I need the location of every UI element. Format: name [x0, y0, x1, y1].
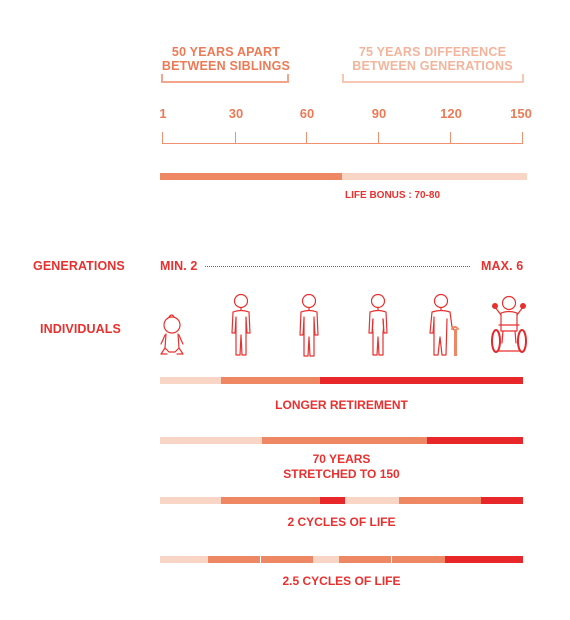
- scenario4-bar-7: [445, 556, 523, 563]
- generations-min: MIN. 2: [160, 259, 198, 273]
- generations-max: MAX. 6: [481, 259, 524, 273]
- baby-icon: [160, 314, 184, 355]
- scenario2-caption-line2: STRETCHED TO 150: [283, 467, 400, 481]
- scenario3-bar-6: [481, 497, 523, 504]
- scenario4-bar-6: [392, 556, 445, 563]
- scenario3-bar-4: [345, 497, 399, 504]
- tick-label-120: 120: [440, 106, 462, 121]
- generations-bracket-left: [342, 74, 344, 83]
- timeline-tick-150: [522, 132, 523, 144]
- scenario1-working-bar: [221, 377, 320, 384]
- elder-with-cane-icon: [429, 293, 459, 356]
- tick-label-30: 30: [228, 106, 244, 121]
- siblings-header: 50 YEARS APART BETWEEN SIBLINGS: [160, 45, 292, 73]
- generations-bracket-right: [522, 74, 524, 83]
- generations-label: GENERATIONS: [33, 259, 125, 273]
- tick-label-1: 1: [159, 106, 167, 121]
- tick-label-90: 90: [371, 106, 387, 121]
- scenario2-caption: 70 YEARS STRETCHED TO 150: [160, 452, 523, 482]
- scenario4-bar-1: [160, 556, 208, 563]
- scenario3-bar-1: [160, 497, 221, 504]
- scenario1-retirement-bar: [320, 377, 523, 384]
- timeline-tick-120: [450, 132, 451, 144]
- child-icon: [231, 293, 251, 356]
- scenario4-bar-3: [261, 556, 313, 563]
- scenario2-working-bar: [262, 437, 427, 444]
- wheelchair-elder-icon: [491, 295, 527, 353]
- siblings-bracket-left: [161, 74, 163, 83]
- generations-header-line1: 75 YEARS DIFFERENCE: [358, 45, 507, 59]
- scenario2-caption-line1: 70 YEARS: [312, 452, 371, 466]
- scenario4-bar-4: [313, 556, 339, 563]
- siblings-header-line1: 50 YEARS APART: [171, 45, 281, 59]
- scenario2-retirement-bar: [427, 437, 523, 444]
- scenario1-caption: LONGER RETIREMENT: [275, 398, 408, 412]
- scenario2-childhood-bar: [160, 437, 262, 444]
- timeline-tick-90: [378, 132, 379, 144]
- scenario3-caption: 2 CYCLES OF LIFE: [287, 515, 396, 529]
- siblings-bracket-right: [287, 74, 289, 83]
- scenario3-bar-2: [221, 497, 320, 504]
- timeline-axis: [162, 143, 523, 144]
- generations-bracket: [342, 81, 524, 83]
- life-bonus-label: LIFE BONUS : 70-80: [345, 190, 441, 201]
- siblings-bracket: [161, 81, 289, 83]
- tick-label-60: 60: [299, 106, 315, 121]
- generations-header-line2: BETWEEN GENERATIONS: [352, 59, 513, 73]
- scenario3-bar-5: [399, 497, 481, 504]
- generations-dotted-line: [205, 266, 470, 267]
- adult-icon: [299, 293, 319, 357]
- timeline-tick-1: [162, 132, 163, 144]
- timeline-tick-30: [235, 132, 236, 144]
- individuals-label: INDIVIDUALS: [40, 322, 121, 336]
- scenario3-bar-3: [320, 497, 345, 504]
- scenario4-bar-5: [339, 556, 391, 563]
- siblings-header-line2: BETWEEN SIBLINGS: [161, 59, 291, 73]
- life-bar-bonus: [342, 173, 527, 180]
- generations-header: 75 YEARS DIFFERENCE BETWEEN GENERATIONS: [340, 45, 525, 73]
- tick-label-150: 150: [510, 106, 532, 121]
- timeline-tick-60: [306, 132, 307, 144]
- scenario4-bar-2: [208, 556, 260, 563]
- scenario1-childhood-bar: [160, 377, 221, 384]
- middle-aged-icon: [368, 293, 388, 356]
- scenario4-caption: 2.5 CYCLES OF LIFE: [282, 574, 401, 588]
- life-bar-base: [160, 173, 342, 180]
